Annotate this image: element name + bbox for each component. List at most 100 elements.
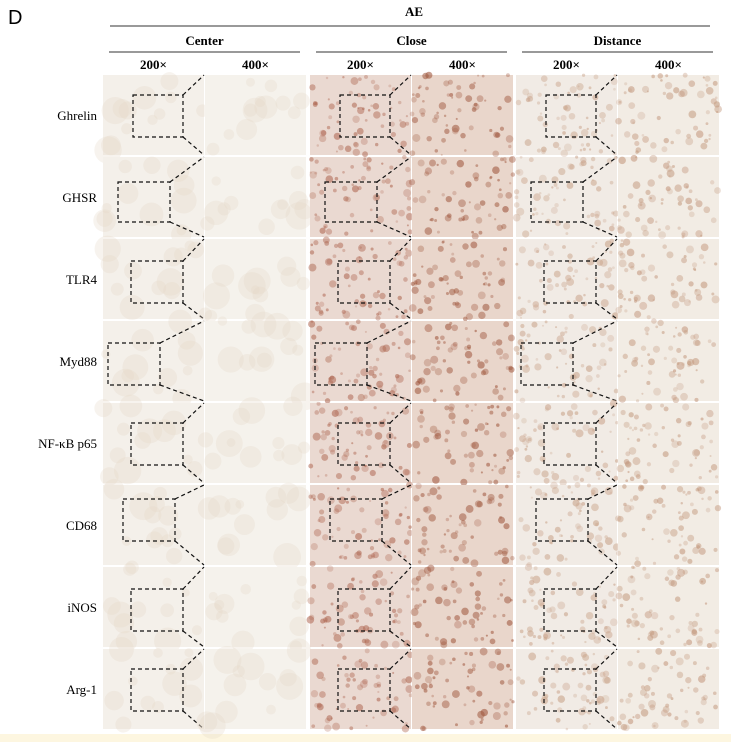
stain-dot [461,539,467,546]
stain-dot [325,76,329,80]
stain-dot [408,304,417,312]
stain-dot [619,252,626,259]
stain-dot [558,168,566,176]
stain-dot [573,300,577,304]
stain-dot [402,154,407,160]
stain-dot [641,392,644,395]
stain-dot [113,456,142,485]
stain-dot [405,249,413,257]
stain-dot [507,334,515,342]
stain-dot [226,438,236,447]
stain-dot [591,245,595,249]
stain-dot [454,270,462,277]
micrograph [516,75,617,155]
stain-dot [349,614,355,620]
stain-dot [669,614,675,621]
stain-dot [504,702,510,708]
stain-dot [386,696,391,701]
stain-dot [583,293,586,297]
stain-dot [359,580,363,584]
stain-dot [376,681,382,687]
stain-dot [683,540,688,546]
stain-dot [608,347,613,352]
stain-dot [473,102,478,107]
stain-dot [548,540,553,544]
stain-dot [506,620,513,626]
stain-dot [475,217,483,224]
stain-dot [466,344,472,349]
stain-dot [537,92,542,97]
stain-dot [464,350,473,359]
stain-dot [452,657,456,662]
stain-dot [685,677,692,684]
stain-dot [391,640,400,649]
stain-dot [527,437,532,442]
stain-dot [350,577,355,582]
stain-dot [560,655,567,662]
stain-dot [674,596,681,602]
stain-dot [687,490,691,495]
stain-dot [532,213,535,216]
stain-dot [326,125,331,130]
stain-dot [550,590,556,596]
stain-dot [515,99,522,106]
stain-dot [483,282,488,286]
stain-dot [544,83,547,87]
stain-dot [585,611,594,620]
stain-dot [555,186,559,190]
stain-dot [656,497,664,504]
stain-dot [472,699,476,703]
stain-dot [456,85,462,90]
stain-dot [342,170,345,174]
stain-dot [405,166,411,173]
stain-dot [490,404,495,409]
stain-dot [405,676,413,684]
stain-dot [375,570,384,579]
stain-dot [273,543,301,571]
stain-dot [422,599,427,604]
stain-dot [323,617,328,623]
stain-dot [421,539,428,546]
stain-dot [250,311,277,338]
zoom-connector [182,464,205,484]
stain-dot [475,164,479,167]
stain-dot [625,461,632,468]
stain-dot [344,231,349,236]
stain-dot [544,493,548,496]
stain-dot [345,448,350,452]
stain-dot [140,695,156,711]
stain-dot [591,492,595,497]
zoom-box [543,422,597,466]
stain-dot [585,277,589,281]
stain-dot [450,566,455,572]
stain-dot [572,274,575,278]
stain-dot [417,471,421,475]
stain-dot [423,505,432,514]
stain-dot [477,74,480,77]
stain-dot [496,348,504,356]
stain-dot [422,385,430,393]
stain-dot [609,716,615,722]
stain-dot [609,430,612,433]
column-label: 200× [140,57,167,72]
stain-dot [670,697,674,700]
stain-dot [168,309,193,334]
stain-dot [615,515,622,522]
stain-dot [589,394,593,398]
stain-dot [231,630,255,654]
stain-dot [700,699,707,706]
stain-dot [632,457,641,466]
stain-dot [507,679,514,686]
stain-dot [703,138,709,144]
stain-dot [612,413,616,417]
stain-dot [329,280,337,288]
stain-dot [383,666,388,670]
stain-dot [373,682,379,689]
stain-dot [162,671,187,696]
stain-dot [619,603,624,608]
stain-dot [337,242,344,249]
stain-dot [437,245,444,252]
stain-dot [693,449,700,456]
stain-dot [146,531,164,549]
micrograph [310,567,411,647]
